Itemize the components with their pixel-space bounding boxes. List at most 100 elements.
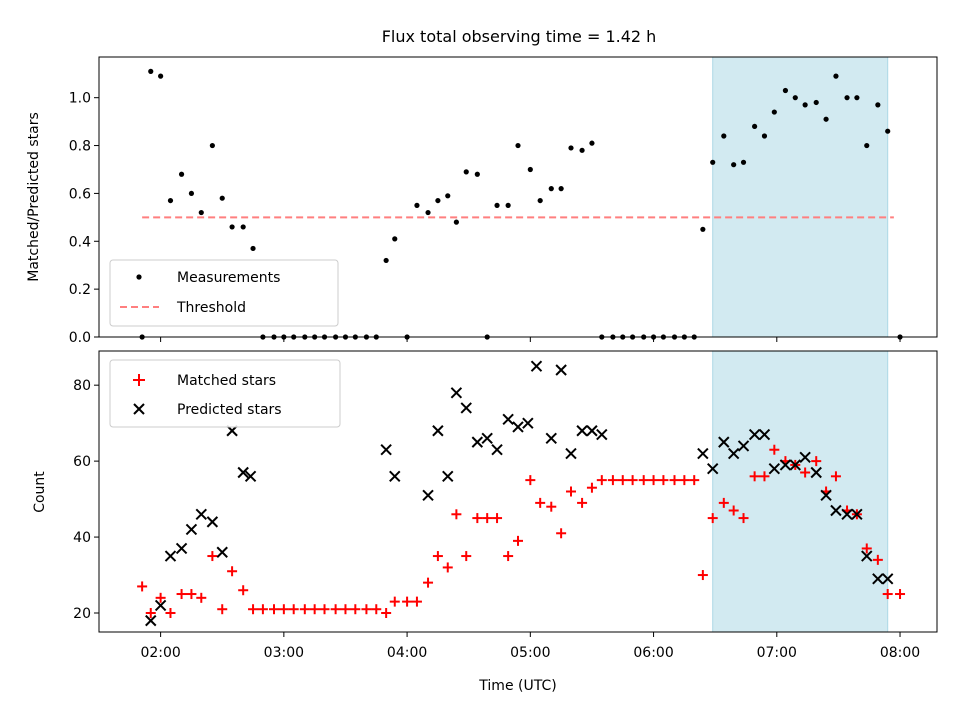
measurement-point [864,142,870,149]
measurement-point [802,102,808,108]
measurement-point [435,197,441,204]
bottom-highlight-span [712,350,889,633]
predicted-star-point [586,425,598,437]
predicted-star-point [164,550,177,562]
measurement-point [494,202,500,208]
matched-star-point [492,513,503,524]
predicted-star-point [491,444,503,456]
top-ytick-label: 1.0 [69,91,91,107]
measurement-point [250,245,256,252]
matched-star-point [503,551,514,562]
measurement-point [453,219,459,225]
measurement-point [885,128,891,134]
predicted-star-point [185,523,198,536]
matched-star-point [513,535,523,546]
predicted-star-point [565,447,577,460]
measurement-point [761,133,768,139]
matched-star-point [617,475,628,486]
top-panel: 0.0 0.2 0.4 0.6 0.8 1.0 Matched/Predicted sta… [26,56,938,346]
bottom-xtick-label: 05:00 [510,645,550,661]
predicted-star-point [881,573,894,585]
matched-star-point [248,604,259,615]
matched-star-point [257,604,268,615]
matched-star-point [707,513,718,524]
matched-star-point [278,604,289,615]
predicted-star-point [861,550,873,562]
matched-star-point [482,513,493,524]
matched-star-point [607,475,618,486]
predicted-star-point [779,459,792,471]
measurement-point [178,171,185,177]
matched-star-point [525,475,536,486]
bottom-ytick-label: 40 [73,530,91,546]
predicted-star-point [195,508,207,520]
matched-star-point [299,604,310,615]
top-ytick-label: 0.8 [69,139,91,155]
measurement-point [198,209,204,216]
matched-star-point [186,589,197,600]
measurement-point [752,123,758,130]
predicted-star-point [758,428,771,441]
bottom-xtick-label: 04:00 [387,645,427,661]
matched-star-point [738,513,749,524]
matched-star-point [451,509,462,520]
bottom-xtick-label: 06:00 [633,645,673,661]
predicted-star-point [154,599,167,612]
matched-star-point [402,596,413,607]
predicted-star-point [707,463,719,475]
matched-star-point [442,562,453,573]
legend-matched-marker [133,374,145,386]
measurement-point [527,166,533,173]
matched-star-point [565,486,576,497]
measurement-point [579,147,585,153]
bottom-legend: Matched stars Predicted stars [109,359,341,428]
matched-star-point [749,471,760,482]
bottom-xlabel: Time (UTC) [478,678,556,694]
top-ytick-label: 0.4 [69,234,91,250]
measurement-point [463,169,469,175]
measurement-point [589,140,595,146]
predicted-star-point [820,489,832,502]
matched-star-point [577,497,588,508]
matched-star-point [648,475,659,486]
predicted-star-point [851,508,863,520]
predicted-star-point [530,360,543,372]
predicted-star-point [145,614,157,627]
matched-star-point [658,475,669,486]
legend-measurements-marker [136,274,142,280]
predicted-star-point [737,440,750,452]
matched-star-point [361,604,372,615]
measurement-point [219,195,225,201]
predicted-star-point [389,470,401,483]
matched-star-point [872,554,883,565]
measurement-point [158,73,164,79]
matched-star-point [350,604,361,615]
measurement-point [445,193,451,199]
matched-star-point [769,444,780,455]
measurement-point [505,202,511,208]
predicted-star-point [830,504,842,517]
measurement-point [854,95,860,101]
matched-star-point [596,475,607,486]
legend-predicted-label: Predicted stars [177,402,282,418]
legend-threshold-label: Threshold [176,300,246,316]
predicted-star-point [872,573,884,585]
matched-star-point [196,592,207,603]
matched-star-point [689,475,700,486]
predicted-star-point [512,421,524,433]
matched-star-point [638,475,649,486]
measurement-point [188,190,195,197]
measurement-point [771,109,777,115]
matched-star-point [155,592,166,603]
predicted-star-point [206,516,219,528]
bottom-ytick-label: 80 [73,378,91,394]
legend-predicted-marker [133,403,145,415]
matched-star-point [207,551,218,562]
predicted-star-point [244,470,257,483]
measurement-point [875,102,881,108]
measurement-point [229,224,235,230]
measurement-point [537,197,543,204]
matched-star-point [423,577,434,588]
bottom-axes-frame [98,350,938,633]
